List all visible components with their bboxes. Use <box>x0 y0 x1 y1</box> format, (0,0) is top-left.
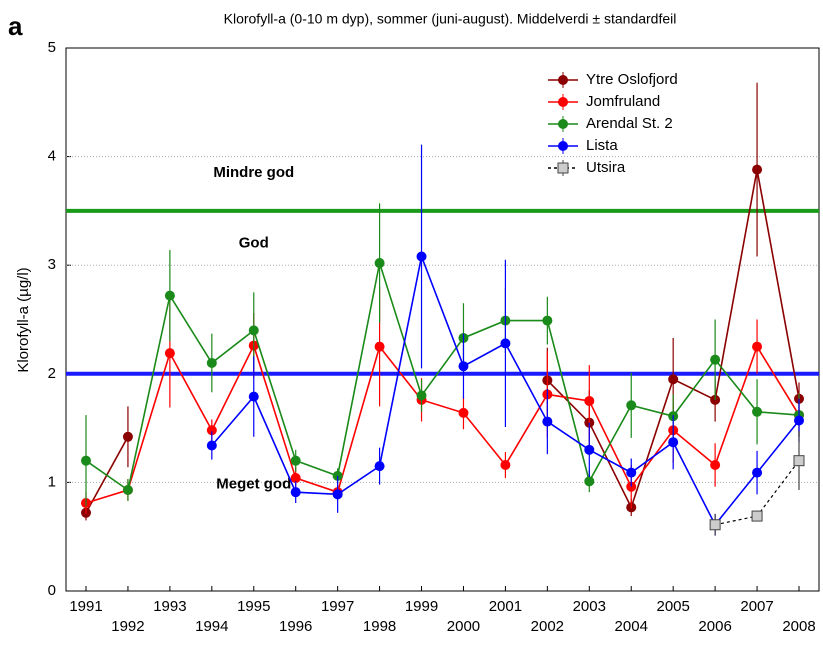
marker <box>164 290 175 301</box>
annotation: Meget god <box>216 476 291 493</box>
y-tick-label: 5 <box>48 39 56 56</box>
marker <box>668 374 679 385</box>
marker <box>332 489 343 500</box>
marker <box>752 406 763 417</box>
marker <box>584 395 595 406</box>
x-tick-label: 1997 <box>321 598 354 615</box>
legend-marker <box>558 119 568 129</box>
legend-marker <box>558 141 568 151</box>
legend-label: Lista <box>586 137 618 154</box>
marker <box>500 338 511 349</box>
panel-label: a <box>8 11 23 41</box>
x-tick-label: 2006 <box>698 618 731 635</box>
marker <box>416 251 427 262</box>
y-tick-label: 4 <box>48 148 56 165</box>
x-tick-label: 2007 <box>740 598 773 615</box>
x-tick-label: 1999 <box>405 598 438 615</box>
marker <box>584 444 595 455</box>
x-tick-label: 2001 <box>489 598 522 615</box>
x-tick-label: 1995 <box>237 598 270 615</box>
y-axis-label: Klorofyll-a (µg/l) <box>15 267 32 372</box>
marker <box>374 461 385 472</box>
marker <box>206 440 217 451</box>
marker <box>458 361 469 372</box>
marker <box>458 407 469 418</box>
x-tick-label: 2003 <box>573 598 606 615</box>
marker <box>793 455 805 467</box>
x-tick-label: 1994 <box>195 618 228 635</box>
marker <box>81 455 91 466</box>
marker <box>206 357 217 368</box>
marker <box>710 460 721 471</box>
marker <box>122 485 133 496</box>
x-tick-label: 1996 <box>279 618 312 635</box>
marker <box>752 341 763 352</box>
marker <box>374 258 385 269</box>
x-tick-label: 1993 <box>153 598 186 615</box>
x-tick-label: 1998 <box>363 618 396 635</box>
marker <box>416 390 427 401</box>
legend-label: Arendal St. 2 <box>586 115 673 132</box>
x-tick-label: 2004 <box>615 618 648 635</box>
x-tick-label: 2002 <box>531 618 564 635</box>
chart-title: Klorofyll-a (0-10 m dyp), sommer (juni-a… <box>224 11 677 27</box>
x-tick-label: 2005 <box>656 598 689 615</box>
marker <box>542 416 553 427</box>
x-tick-label: 1991 <box>69 598 102 615</box>
marker <box>248 391 259 402</box>
marker <box>751 510 763 522</box>
y-tick-label: 2 <box>48 365 56 382</box>
marker <box>206 425 217 436</box>
marker <box>122 431 133 442</box>
series-line <box>85 169 800 514</box>
x-tick-label: 2008 <box>782 618 815 635</box>
annotation: God <box>239 234 269 251</box>
marker <box>752 164 763 175</box>
x-tick-label: 1992 <box>111 618 144 635</box>
marker <box>626 467 637 478</box>
series-line <box>85 262 800 492</box>
marker <box>248 325 259 336</box>
marker <box>542 315 553 326</box>
legend-marker <box>558 75 568 85</box>
marker <box>500 460 511 471</box>
marker <box>710 354 721 365</box>
marker <box>290 487 301 498</box>
marker <box>164 348 175 359</box>
marker <box>668 437 679 448</box>
legend-label: Ytre Oslofjord <box>586 71 678 88</box>
series-line <box>85 343 800 504</box>
marker <box>752 467 763 478</box>
marker <box>374 341 385 352</box>
marker <box>290 455 301 466</box>
legend-label: Utsira <box>586 159 626 176</box>
legend-marker <box>558 97 568 107</box>
marker <box>794 415 804 426</box>
marker <box>709 519 721 531</box>
plot-frame <box>65 47 820 592</box>
marker <box>584 476 595 487</box>
marker <box>290 473 301 484</box>
x-tick-label: 2000 <box>447 618 480 635</box>
annotation: Mindre god <box>213 164 294 181</box>
y-tick-label: 1 <box>48 473 56 490</box>
legend-marker <box>557 162 569 174</box>
legend-label: Jomfruland <box>586 93 660 110</box>
marker <box>626 400 637 411</box>
y-tick-label: 0 <box>48 582 56 599</box>
y-tick-label: 3 <box>48 256 56 273</box>
